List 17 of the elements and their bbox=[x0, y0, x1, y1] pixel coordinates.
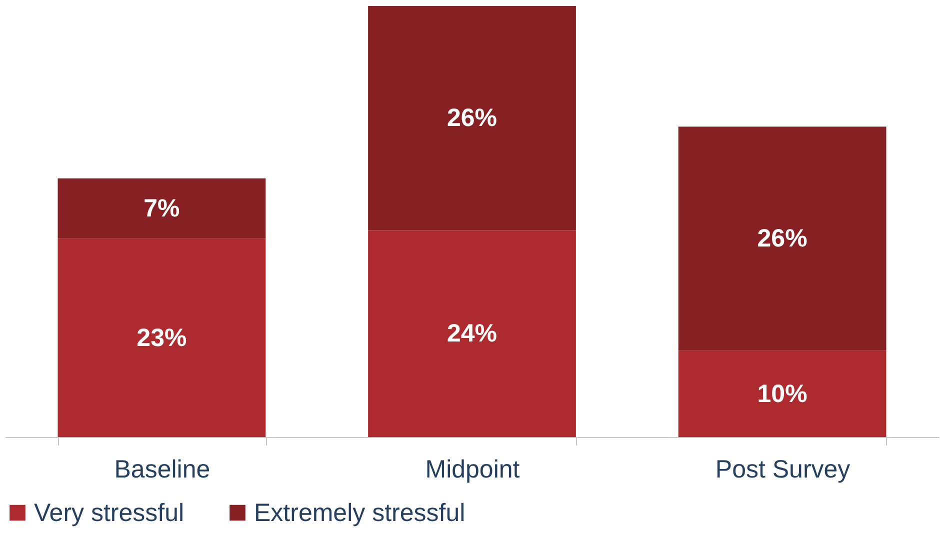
bar bbox=[58, 238, 266, 437]
bar bbox=[678, 350, 886, 437]
data-label: 24% bbox=[446, 320, 498, 348]
data-label: 26% bbox=[757, 224, 808, 253]
x-tick-label: Midpoint bbox=[425, 456, 520, 484]
bar bbox=[368, 230, 576, 437]
data-label: 26% bbox=[446, 104, 498, 132]
x-tick-label: Baseline bbox=[114, 456, 210, 484]
data-label: 10% bbox=[757, 380, 808, 408]
x-tick-label: Post Survey bbox=[715, 456, 851, 484]
legend-label: Extremely stressful bbox=[254, 498, 466, 527]
bar bbox=[678, 126, 886, 351]
data-label: 7% bbox=[144, 194, 180, 223]
legend-label: Very stressful bbox=[34, 498, 184, 527]
bar bbox=[368, 6, 576, 230]
bar bbox=[58, 178, 266, 239]
data-label: 23% bbox=[136, 324, 187, 352]
